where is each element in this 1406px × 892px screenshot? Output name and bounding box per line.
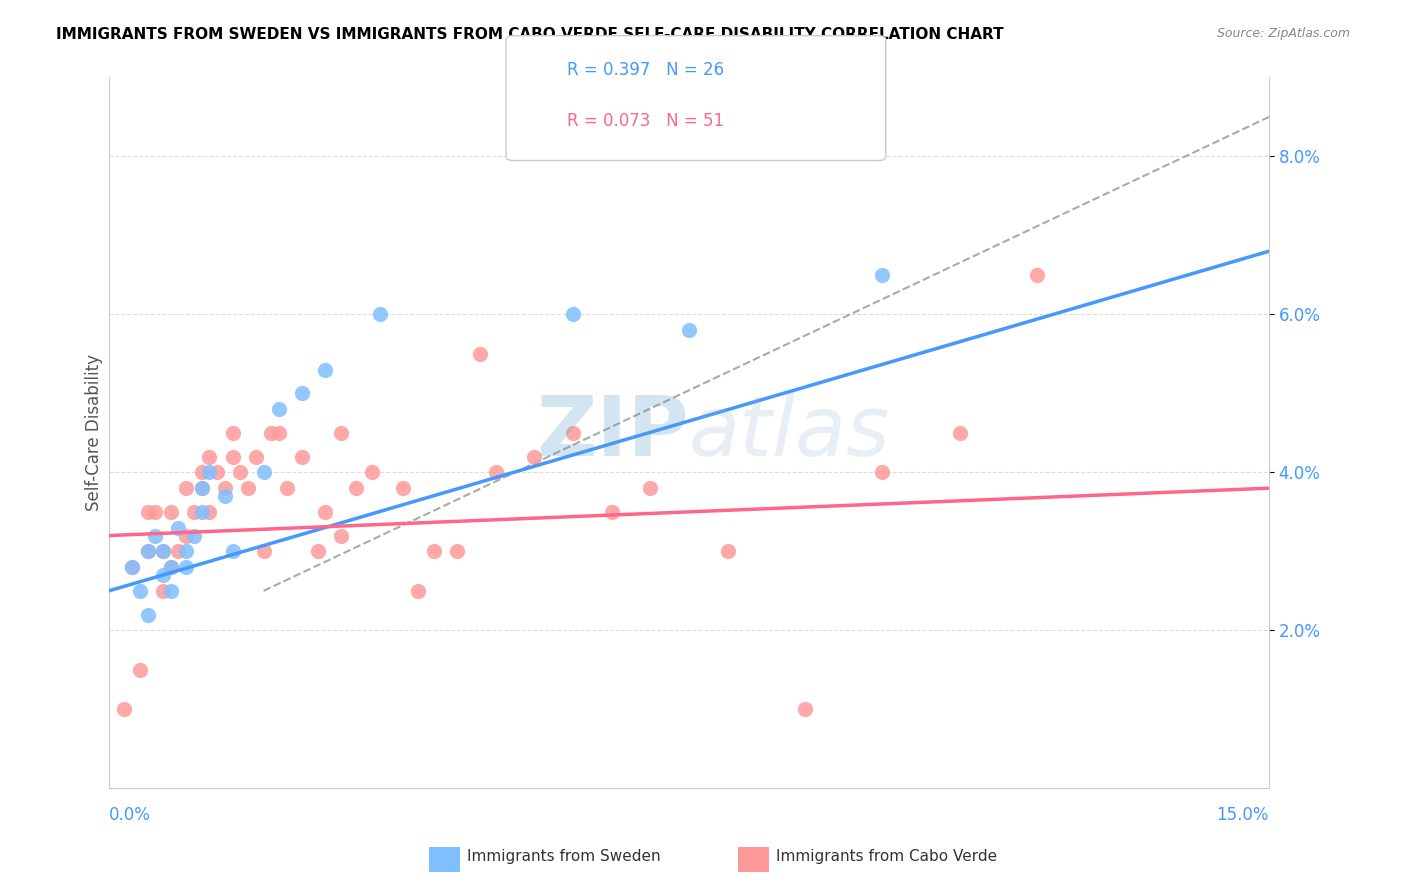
Point	[561, 307, 583, 321]
Text: 15.0%: 15.0%	[1216, 806, 1270, 824]
Point	[329, 425, 352, 440]
Point	[716, 544, 738, 558]
Point	[190, 505, 212, 519]
Point	[291, 386, 314, 401]
Text: Source: ZipAtlas.com: Source: ZipAtlas.com	[1216, 27, 1350, 40]
Point	[221, 425, 243, 440]
Point	[260, 425, 283, 440]
Point	[128, 663, 150, 677]
Point	[174, 481, 197, 495]
Point	[267, 425, 290, 440]
Point	[121, 560, 143, 574]
Point	[221, 450, 243, 464]
Point	[252, 466, 274, 480]
Point	[143, 505, 166, 519]
Point	[291, 450, 314, 464]
Point	[236, 481, 259, 495]
Point	[638, 481, 661, 495]
Point	[112, 702, 135, 716]
Point	[252, 544, 274, 558]
Point	[167, 544, 190, 558]
Y-axis label: Self-Care Disability: Self-Care Disability	[86, 354, 103, 511]
Point	[245, 450, 267, 464]
Point	[561, 425, 583, 440]
Text: 0.0%: 0.0%	[108, 806, 150, 824]
Point	[183, 505, 205, 519]
Point	[484, 466, 506, 480]
Point	[391, 481, 413, 495]
Point	[136, 544, 159, 558]
Point	[307, 544, 329, 558]
Point	[136, 607, 159, 622]
Text: IMMIGRANTS FROM SWEDEN VS IMMIGRANTS FROM CABO VERDE SELF-CARE DISABILITY CORREL: IMMIGRANTS FROM SWEDEN VS IMMIGRANTS FRO…	[56, 27, 1004, 42]
Point	[214, 489, 236, 503]
Point	[314, 362, 336, 376]
Point	[368, 307, 391, 321]
Point	[190, 466, 212, 480]
Point	[152, 568, 174, 582]
Text: R = 0.073   N = 51: R = 0.073 N = 51	[567, 112, 724, 130]
Point	[183, 528, 205, 542]
Point	[872, 466, 894, 480]
Point	[949, 425, 972, 440]
Point	[406, 583, 429, 598]
Point	[152, 544, 174, 558]
Point	[152, 544, 174, 558]
Point	[229, 466, 252, 480]
Point	[360, 466, 382, 480]
Point	[344, 481, 367, 495]
Point	[159, 560, 181, 574]
Point	[221, 544, 243, 558]
Point	[174, 528, 197, 542]
Text: R = 0.397   N = 26: R = 0.397 N = 26	[567, 62, 724, 79]
Point	[198, 466, 221, 480]
Point	[136, 544, 159, 558]
Point	[121, 560, 143, 574]
Point	[422, 544, 444, 558]
Point	[793, 702, 815, 716]
Point	[167, 521, 190, 535]
Point	[159, 505, 181, 519]
Point	[143, 528, 166, 542]
Point	[136, 505, 159, 519]
Point	[600, 505, 623, 519]
Point	[468, 347, 491, 361]
Text: ZIP: ZIP	[537, 392, 689, 474]
Text: Immigrants from Sweden: Immigrants from Sweden	[467, 849, 661, 863]
Point	[872, 268, 894, 282]
Point	[128, 583, 150, 598]
Text: atlas: atlas	[689, 392, 890, 474]
Point	[152, 583, 174, 598]
Point	[314, 505, 336, 519]
Point	[276, 481, 298, 495]
Point	[198, 450, 221, 464]
Point	[267, 402, 290, 417]
Point	[198, 505, 221, 519]
Point	[678, 323, 700, 337]
Point	[190, 481, 212, 495]
Point	[523, 450, 546, 464]
Point	[174, 544, 197, 558]
Point	[174, 560, 197, 574]
Point	[159, 583, 181, 598]
Point	[159, 560, 181, 574]
Point	[190, 481, 212, 495]
Point	[1026, 268, 1049, 282]
Text: Immigrants from Cabo Verde: Immigrants from Cabo Verde	[776, 849, 997, 863]
Point	[205, 466, 228, 480]
Point	[329, 528, 352, 542]
Point	[446, 544, 468, 558]
Point	[214, 481, 236, 495]
